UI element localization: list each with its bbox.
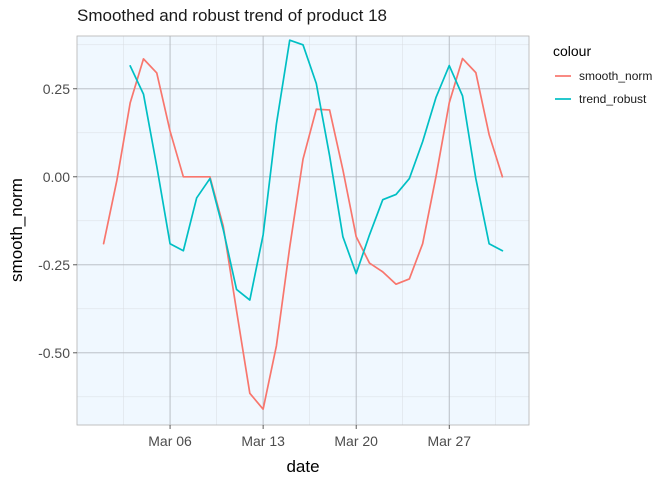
legend-items: smooth_norm trend_robust xyxy=(553,66,652,109)
legend-label-smooth_norm: smooth_norm xyxy=(579,69,652,83)
x-axis-title: date xyxy=(286,457,319,476)
y-tick-label: -0.25 xyxy=(38,257,70,273)
series-line-smooth_norm xyxy=(102,57,504,411)
minor-gridlines xyxy=(77,36,529,425)
legend: colour smooth_norm trend_robust xyxy=(553,43,652,109)
series-line-trend_robust xyxy=(129,39,504,301)
y-tick-label: 0.25 xyxy=(43,81,70,97)
legend-label-trend_robust: trend_robust xyxy=(579,92,647,106)
chart-title: Smoothed and robust trend of product 18 xyxy=(77,6,387,25)
series-lines xyxy=(102,39,504,411)
x-tick-label: Mar 06 xyxy=(148,433,192,449)
x-tick-label: Mar 27 xyxy=(427,433,471,449)
x-tick-label: Mar 13 xyxy=(241,433,285,449)
y-axis-ticks: 0.25 0.00 -0.25 -0.50 xyxy=(38,81,77,361)
legend-title: colour xyxy=(553,43,591,59)
y-axis-title: smooth_norm xyxy=(7,178,26,282)
plot-background xyxy=(77,36,529,425)
y-tick-label: 0.00 xyxy=(43,169,70,185)
plot-panel-border xyxy=(76,35,530,426)
x-tick-label: Mar 20 xyxy=(334,433,378,449)
y-tick-label: -0.50 xyxy=(38,345,70,361)
x-axis-ticks: Mar 06 Mar 13 Mar 20 Mar 27 xyxy=(148,425,471,449)
